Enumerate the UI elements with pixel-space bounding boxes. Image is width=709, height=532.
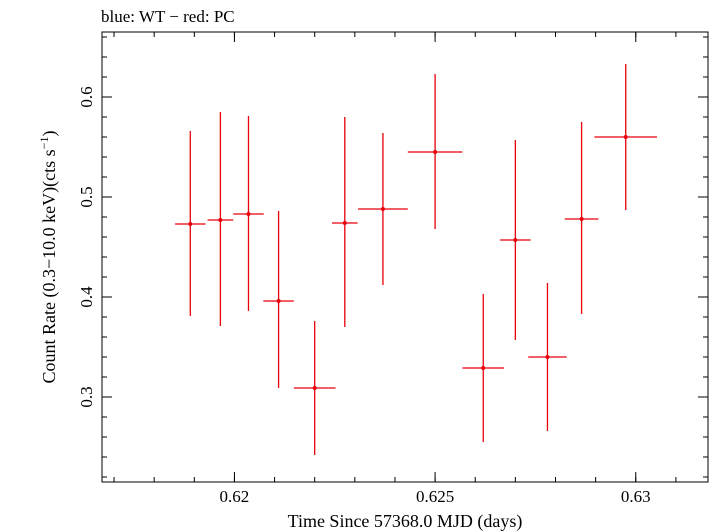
data-marker: [246, 212, 251, 216]
x-tick-label: 0.62: [220, 487, 250, 506]
data-point: [263, 211, 294, 388]
x-tick-label: 0.63: [621, 487, 651, 506]
data-marker: [342, 221, 347, 225]
data-marker: [623, 135, 628, 139]
x-axis-ticks: 0.62 0.625 0.63: [113, 32, 677, 506]
data-point: [331, 117, 358, 327]
y-axis-label-exponent: −1: [37, 137, 51, 150]
data-marker: [188, 222, 193, 226]
y-axis-label-main: Count Rate (0.3−10.0 keV)(cts s: [39, 149, 60, 383]
data-marker: [312, 386, 317, 390]
data-point: [207, 112, 234, 326]
data-point: [293, 321, 336, 455]
plot-frame: [101, 31, 709, 483]
y-tick-label: 0.4: [77, 286, 96, 308]
y-axis-label: Count Rate (0.3−10.0 keV)(cts s−1): [37, 131, 60, 384]
data-point: [500, 140, 531, 340]
data-points: [175, 64, 658, 455]
data-marker: [276, 299, 281, 303]
data-point: [175, 131, 206, 316]
y-axis-label-close: ): [39, 131, 60, 137]
data-point: [528, 283, 567, 431]
data-marker: [433, 150, 438, 154]
y-tick-label: 0.6: [77, 86, 96, 107]
data-marker: [481, 366, 486, 370]
y-tick-label: 0.5: [77, 186, 96, 207]
data-point: [564, 122, 599, 314]
data-marker: [579, 217, 584, 221]
x-tick-label: 0.625: [416, 487, 454, 506]
data-point: [407, 74, 463, 229]
data-point: [594, 64, 658, 210]
data-marker: [218, 218, 223, 222]
data-point: [233, 116, 264, 311]
y-tick-label: 0.3: [77, 386, 96, 407]
data-marker: [545, 355, 550, 359]
data-point: [462, 294, 505, 442]
data-marker: [513, 238, 518, 242]
x-axis-label: Time Since 57368.0 MJD (days): [288, 511, 523, 532]
chart-title: blue: WT − red: PC: [101, 7, 235, 26]
y-axis-ticks: 0.3 0.4 0.5 0.6: [77, 36, 708, 478]
data-marker: [380, 207, 385, 211]
data-point: [358, 133, 408, 285]
